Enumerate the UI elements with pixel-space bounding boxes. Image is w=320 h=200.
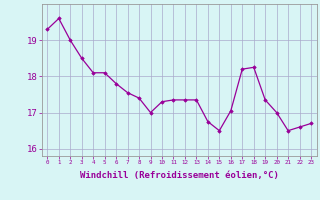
X-axis label: Windchill (Refroidissement éolien,°C): Windchill (Refroidissement éolien,°C) xyxy=(80,171,279,180)
